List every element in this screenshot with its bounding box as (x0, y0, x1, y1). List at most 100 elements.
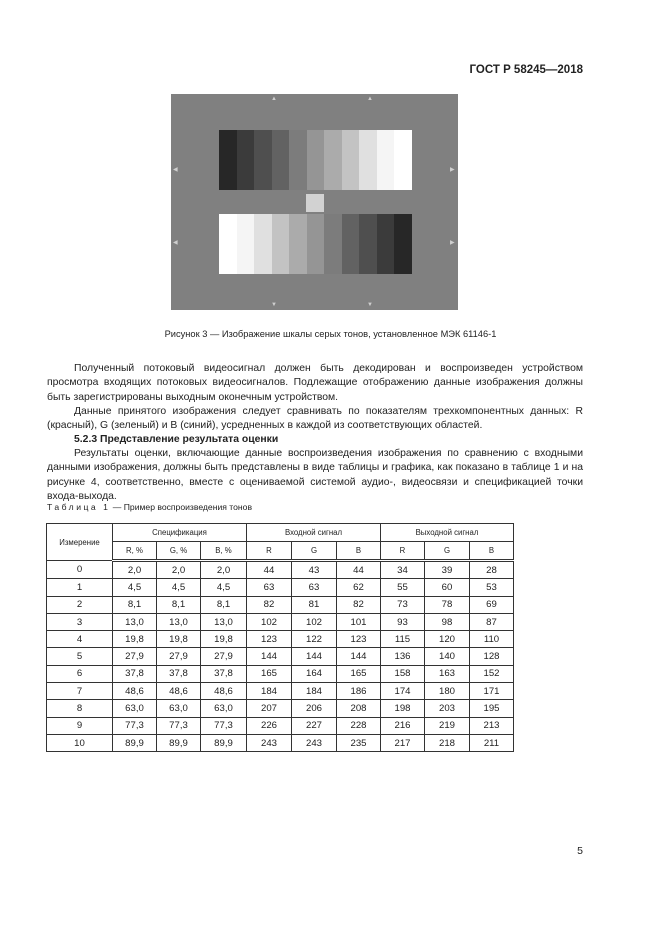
header-group: Спецификация (112, 523, 247, 542)
gray-bar (341, 130, 359, 190)
table-cell: 195 (469, 699, 514, 718)
header-subcol: B (336, 541, 381, 562)
table-cell: 63 (291, 578, 337, 597)
table-cell: 101 (336, 612, 381, 632)
table-cell: 63,0 (112, 699, 157, 718)
table-cell: 144 (246, 647, 292, 666)
table-cell: 82 (336, 595, 381, 614)
table-cell: 69 (469, 595, 514, 614)
table-cell: 180 (424, 682, 470, 701)
table-cell: 63,0 (200, 699, 247, 718)
table-cell: 243 (291, 733, 337, 753)
table-cell: 62 (336, 578, 381, 597)
gray-bar (306, 130, 324, 190)
table-cell: 27,9 (156, 647, 201, 666)
table-cell: 235 (336, 733, 381, 753)
header-subcol: R (380, 541, 425, 562)
table-cell: 165 (246, 664, 292, 684)
table-cell: 203 (424, 699, 470, 718)
table-cell: 208 (336, 699, 381, 718)
table-row: 8 63,0 63,0 63,0 207 206 208 198 203 195 (46, 699, 514, 718)
marker-triangle-icon: ▼ (271, 302, 277, 308)
table-cell: 53 (469, 578, 514, 597)
table-cell: 37,8 (112, 664, 157, 684)
table-cell: 44 (336, 559, 381, 580)
table-cell: 164 (291, 664, 337, 684)
table-cell: 120 (424, 630, 470, 649)
table-cell: 89,9 (156, 733, 201, 753)
table-cell: 2 (46, 595, 113, 614)
table-cell: 73 (380, 595, 425, 614)
table-row: 7 48,6 48,6 48,6 184 184 186 174 180 171 (46, 682, 514, 701)
table-cell: 87 (469, 612, 514, 632)
table-row: 6 37,8 37,8 37,8 165 164 165 158 163 152 (46, 664, 514, 684)
gray-bar (289, 214, 307, 274)
header-group: Выходной сигнал (380, 523, 514, 542)
table-cell: 136 (380, 647, 425, 666)
table-row: 10 89,9 89,9 89,9 243 243 235 217 218 211 (46, 733, 514, 753)
table-cell: 122 (291, 630, 337, 649)
table-cell: 28 (469, 559, 514, 580)
table-cell: 63 (246, 578, 292, 597)
table-cell: 48,6 (200, 682, 247, 701)
gray-bar (236, 130, 254, 190)
document-id: ГОСТ Р 58245—2018 (469, 64, 583, 76)
table-cell: 144 (336, 647, 381, 666)
header-subcol: G (291, 541, 337, 562)
gray-bar (306, 214, 324, 274)
table-cell: 144 (291, 647, 337, 666)
table-cell: 184 (246, 682, 292, 701)
paragraph: Данные принятого изображения следует сра… (47, 406, 583, 432)
gray-bar (219, 130, 237, 190)
table-caption-label: Таблица 1 (47, 502, 111, 512)
gray-bar (359, 130, 377, 190)
table-cell: 218 (424, 733, 470, 753)
table-cell: 0 (46, 559, 113, 580)
table-cell: 13,0 (200, 612, 247, 632)
table-cell: 44 (246, 559, 292, 580)
table-cell: 226 (246, 716, 292, 735)
table-cell: 81 (291, 595, 337, 614)
table-cell: 213 (469, 716, 514, 735)
gray-bar (359, 214, 377, 274)
table-cell: 227 (291, 716, 337, 735)
table-cell: 13,0 (156, 612, 201, 632)
page-number: 5 (577, 845, 583, 857)
table-cell: 174 (380, 682, 425, 701)
gray-bar (289, 130, 307, 190)
header-measure: Измерение (46, 523, 113, 561)
gray-bar (376, 214, 394, 274)
table-cell: 102 (291, 612, 337, 632)
marker-triangle-icon: ▲ (271, 96, 277, 102)
paragraph: Полученный потоковый видеосигнал должен … (47, 363, 583, 403)
table-cell: 4 (46, 630, 113, 649)
table-cell: 8,1 (112, 595, 157, 614)
table-cell: 163 (424, 664, 470, 684)
table-cell: 217 (380, 733, 425, 753)
table-cell: 216 (380, 716, 425, 735)
table-cell: 63,0 (156, 699, 201, 718)
table-cell: 206 (291, 699, 337, 718)
table-cell: 93 (380, 612, 425, 632)
marker-triangle-icon: ▼ (367, 302, 373, 308)
table-cell: 123 (336, 630, 381, 649)
table-cell: 37,8 (156, 664, 201, 684)
table-cell: 9 (46, 716, 113, 735)
table-cell: 37,8 (200, 664, 247, 684)
table-cell: 2,0 (200, 559, 247, 580)
tone-table: Измерение Спецификация Входной сигнал Вы… (46, 523, 514, 753)
bottom-gray-bars (219, 214, 412, 274)
table-cell: 55 (380, 578, 425, 597)
center-reference-square (306, 194, 324, 212)
table-row: 4 19,8 19,8 19,8 123 122 123 115 120 110 (46, 630, 514, 649)
table-row: 9 77,3 77,3 77,3 226 227 228 216 219 213 (46, 716, 514, 735)
table-cell: 228 (336, 716, 381, 735)
table-caption: Таблица 1 — Пример воспроизведения тонов (47, 502, 252, 512)
table-row: 0 2,0 2,0 2,0 44 43 44 34 39 28 (46, 559, 514, 580)
table-caption-text: — Пример воспроизведения тонов (110, 502, 253, 512)
header-subcol: B, % (200, 541, 247, 562)
table-cell: 4,5 (156, 578, 201, 597)
table-cell: 19,8 (200, 630, 247, 649)
gray-bar (324, 130, 342, 190)
